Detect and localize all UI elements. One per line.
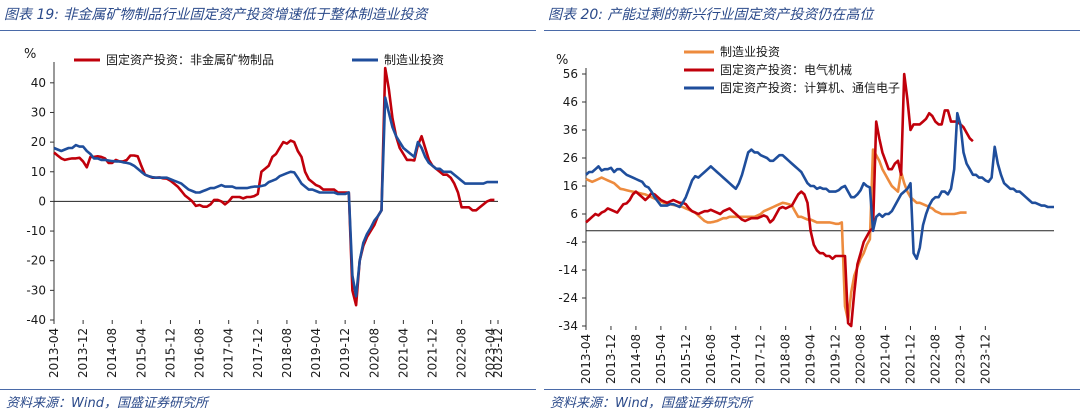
- legend-label: 制造业投资: [384, 52, 444, 67]
- y-tick-label: -24: [558, 291, 578, 305]
- chart-title: 图表 20: 产能过剩的新兴行业固定资产投资仍在高位: [548, 7, 874, 23]
- y-tick-label: 10: [31, 165, 46, 179]
- x-tick-label: 2016-08: [193, 328, 207, 378]
- x-tick-label: 2023-04: [484, 328, 498, 378]
- y-tick-label: -30: [26, 283, 46, 297]
- x-tick-label: 2021-12: [425, 328, 439, 378]
- x-tick-label: 2017-04: [729, 334, 743, 384]
- x-tick-label: 2022-08: [928, 334, 942, 384]
- x-tick-label: 2023-12: [978, 334, 992, 384]
- y-tick-label: 20: [31, 135, 46, 149]
- series-line-2: [585, 111, 1054, 261]
- y-unit-label: %: [556, 53, 568, 68]
- title-rule: [0, 30, 536, 31]
- x-tick-label: 2013-04: [579, 334, 593, 384]
- x-tick-label: 2014-08: [105, 328, 119, 378]
- x-tick-label: 2021-04: [879, 334, 893, 384]
- y-tick-label: 56: [563, 67, 578, 81]
- x-tick-label: 2013-12: [76, 328, 90, 378]
- x-tick-label: 2020-08: [854, 334, 868, 384]
- x-tick-label: 2021-12: [903, 334, 917, 384]
- y-tick-label: -14: [558, 263, 578, 277]
- x-tick-label: 2014-08: [629, 334, 643, 384]
- x-tick-label: 2015-04: [654, 334, 668, 384]
- y-tick-label: -20: [26, 254, 46, 268]
- y-tick-label: 36: [563, 123, 578, 137]
- y-tick-label: 46: [563, 95, 578, 109]
- source-note: 资料来源：Wind，国盛证券研究所: [550, 396, 752, 411]
- x-tick-label: 2019-12: [338, 328, 352, 378]
- chart-title: 图表 19: 非金属矿物制品行业固定资产投资增速低于整体制造业投资: [4, 7, 428, 23]
- x-tick-label: 2019-12: [829, 334, 843, 384]
- x-tick-label: 2015-12: [163, 328, 177, 378]
- y-tick-label: 40: [31, 76, 46, 90]
- y-tick-label: 30: [31, 105, 46, 119]
- chart-panel-left: 图表 19: 非金属矿物制品行业固定资产投资增速低于整体制造业投资 -40 -30…: [0, 0, 536, 413]
- x-tick-label: 2017-04: [222, 328, 236, 378]
- x-tick-label: 2016-08: [704, 334, 718, 384]
- series-line-0: [53, 66, 495, 307]
- x-tick-label: 2018-08: [280, 328, 294, 378]
- x-tick-label: 2015-04: [134, 328, 148, 378]
- x-tick-label: 2019-04: [804, 334, 818, 384]
- x-tick-label: 2013-12: [604, 334, 618, 384]
- x-tick-label: 2022-08: [455, 328, 469, 378]
- y-unit-label: %: [24, 47, 36, 62]
- x-tick-label: 2020-08: [367, 328, 381, 378]
- x-tick-label: 2018-08: [779, 334, 793, 384]
- y-tick-label: 26: [563, 151, 578, 165]
- x-tick-label: 2023-12: [491, 328, 505, 378]
- y-tick-label: 16: [563, 179, 578, 193]
- x-tick-label: 2023-04: [953, 334, 967, 384]
- x-tick-label: 2017-12: [754, 334, 768, 384]
- source-rule: [0, 389, 536, 390]
- chart-right-svg: -34 -24 -14 -4 6 16 26 36 46 56% 2013-04 2013-12 201…: [556, 44, 1054, 384]
- legend-label: 固定资产投资：计算机、通信电子: [720, 80, 900, 95]
- source-rule: [544, 389, 1080, 390]
- y-tick-label: -40: [26, 313, 46, 327]
- series-line-1: [585, 72, 974, 328]
- series-line-1: [53, 96, 498, 298]
- x-tick-label: 2013-04: [47, 328, 61, 378]
- chart-left-svg: -40 -30 -20 -10 0 10 20 30 40% 2013-04 2013-12 2014…: [24, 47, 505, 378]
- x-tick-label: 2017-12: [251, 328, 265, 378]
- legend-label: 固定资产投资：非金属矿物制品: [106, 52, 274, 67]
- x-tick-label: 2021-04: [396, 328, 410, 378]
- legend-label: 固定资产投资：电气机械: [720, 62, 852, 77]
- title-rule: [544, 30, 1080, 31]
- series-line-0: [585, 148, 967, 322]
- y-tick-label: -4: [566, 235, 578, 249]
- y-tick-label: 6: [570, 207, 578, 221]
- x-tick-label: 2019-04: [309, 328, 323, 378]
- y-tick-label: -10: [26, 224, 46, 238]
- x-tick-label: 2015-12: [679, 334, 693, 384]
- y-tick-label: 0: [38, 194, 46, 208]
- y-tick-label: -34: [558, 319, 578, 333]
- legend-label: 制造业投资: [720, 44, 780, 59]
- source-note: 资料来源：Wind，国盛证券研究所: [6, 396, 208, 411]
- chart-panel-right: 图表 20: 产能过剩的新兴行业固定资产投资仍在高位 -34 -24 -14 -4 6 1…: [544, 0, 1080, 413]
